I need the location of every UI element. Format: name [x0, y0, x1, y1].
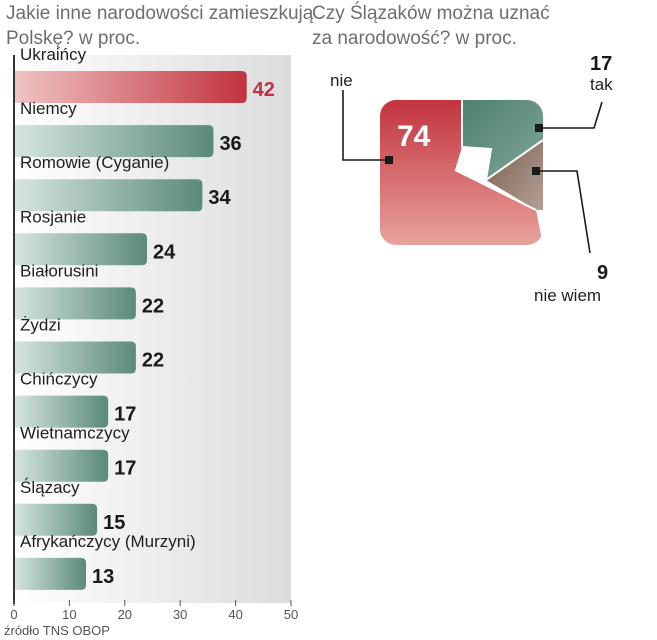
bar-4 [14, 233, 147, 266]
pie-label-nie-wiem: nie wiem [534, 286, 601, 305]
pie-slice-separator-2 [454, 169, 537, 211]
x-tick-label-0: 0 [10, 607, 17, 622]
leader-dot-tak [535, 124, 543, 132]
pie-chart-title-line1: Czy Ślązaków można uznać [312, 2, 550, 24]
pie-slice-separator [461, 100, 543, 183]
pie-leaders [342, 90, 603, 254]
bar-10 [14, 557, 87, 590]
leader-dot-nie [385, 156, 393, 164]
bar-chart-x-ticks: 0 10 20 30 40 50 [10, 600, 298, 622]
leader-dot-nie-wiem [532, 167, 540, 175]
value-label-6: 22 [142, 350, 164, 372]
value-label-9: 15 [103, 512, 125, 534]
category-label-6: Żydzi [20, 316, 61, 335]
leader-tak [539, 101, 603, 129]
bar-6 [14, 341, 136, 374]
source-note: źródło TNS OBOP [4, 623, 110, 638]
value-label-4: 24 [153, 241, 176, 263]
pie-value-nie: 74 [397, 120, 431, 153]
bar-chart-bars [14, 71, 247, 590]
pie-label-tak: tak [590, 75, 613, 94]
bar-9 [14, 503, 98, 536]
category-label-2: Niemcy [20, 99, 77, 118]
x-tick-label-10: 10 [62, 607, 76, 622]
value-label-3: 34 [208, 187, 231, 209]
pie-slice-nie [380, 100, 543, 245]
category-label-9: Ślązacy [20, 478, 80, 497]
x-tick-label-30: 30 [173, 607, 187, 622]
category-label-10: Afrykańczycy (Murzyni) [20, 532, 196, 551]
pie-value-nie-wiem: 9 [597, 262, 608, 284]
category-label-7: Chińczycy [20, 370, 98, 389]
bar-1 [14, 71, 247, 103]
bar-7 [14, 395, 109, 428]
bar-3 [14, 179, 203, 212]
category-label-5: Białorusini [20, 261, 98, 280]
category-label-4: Rosjanie [20, 207, 86, 226]
bar-2 [14, 125, 214, 158]
x-tick-label-50: 50 [284, 607, 298, 622]
pie-chart [380, 100, 543, 245]
x-tick-label-40: 40 [228, 607, 242, 622]
bar-chart-labels: Ukraińcy 42 Niemcy 36 Romowie (Cyganie) 34 Ros… [20, 45, 275, 588]
leader-nie-wiem [536, 170, 591, 254]
category-label-8: Wietnamczycy [20, 424, 130, 443]
value-label-2: 36 [219, 133, 241, 155]
value-label-1: 42 [253, 79, 275, 101]
pie-slice-nie-wiem [486, 140, 543, 210]
bar-chart-title-line2: Polskę? w proc. [6, 28, 140, 49]
pie-chart-title-line2: za narodowość? w proc. [312, 28, 517, 49]
pie-label-nie: nie [330, 71, 353, 90]
value-label-7: 17 [114, 404, 136, 426]
value-label-10: 13 [92, 566, 114, 588]
leader-nie [342, 90, 389, 161]
category-label-1: Ukraińcy [20, 45, 87, 64]
bar-5 [14, 287, 136, 320]
x-tick-label-20: 20 [118, 607, 132, 622]
pie-value-tak: 17 [590, 53, 612, 75]
pie-slice-tak [462, 100, 543, 180]
value-label-5: 22 [142, 295, 164, 317]
category-label-3: Romowie (Cyganie) [20, 153, 169, 172]
bar-chart-title-line1: Jakie inne narodowości zamieszkują [6, 3, 314, 24]
value-label-8: 17 [114, 458, 136, 480]
bar-8 [14, 449, 109, 482]
